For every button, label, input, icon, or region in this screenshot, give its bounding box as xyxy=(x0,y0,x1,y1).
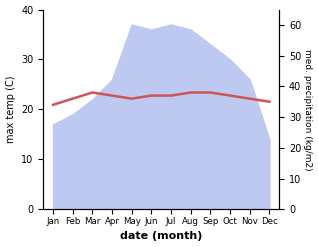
Y-axis label: max temp (C): max temp (C) xyxy=(5,76,16,143)
Y-axis label: med. precipitation (kg/m2): med. precipitation (kg/m2) xyxy=(303,49,313,170)
X-axis label: date (month): date (month) xyxy=(120,231,203,242)
